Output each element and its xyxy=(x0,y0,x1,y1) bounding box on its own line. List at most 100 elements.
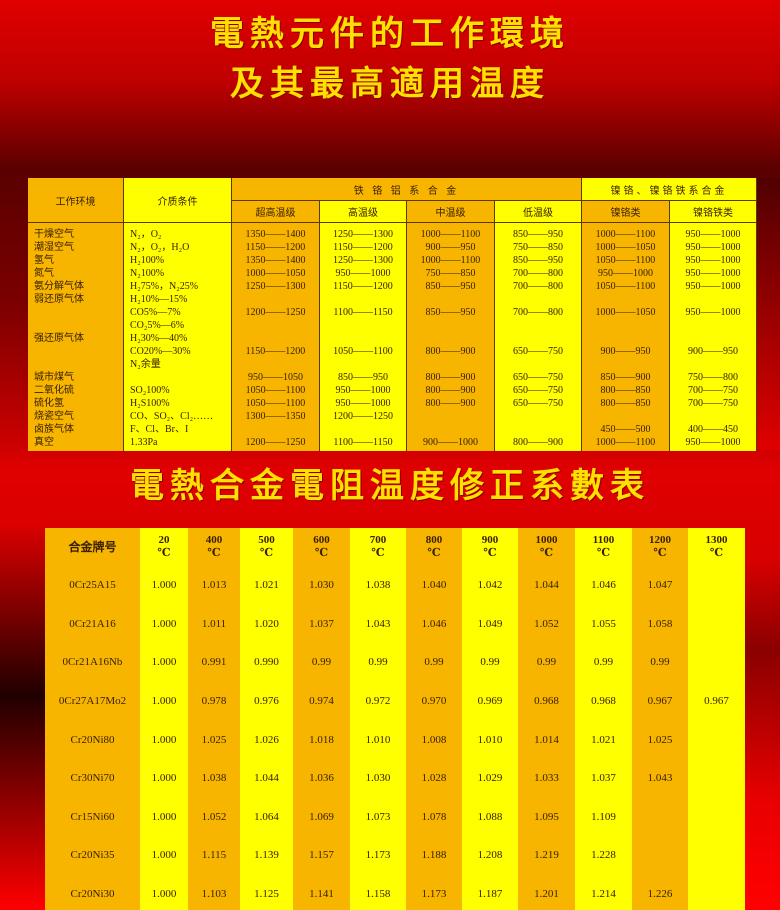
temperature-range: 1050——1100 xyxy=(595,255,656,266)
coefficient-value: 0.974 xyxy=(309,695,334,708)
coefficient-value: 1.026 xyxy=(254,733,279,746)
temperature-range: 800——900 xyxy=(425,385,476,396)
column-6: 800 ℃ 1.040 1.046 0.99 0.970 1.008 1.028 1.078 1.… xyxy=(406,528,462,910)
header-unit: ℃ xyxy=(157,547,171,559)
coefficient-value: 0.99 xyxy=(650,656,670,669)
temperature-range: 400——450 xyxy=(688,424,738,435)
alloy-name: 0Cr27A17Mo2 xyxy=(58,695,127,708)
medium-condition: H₂S100% xyxy=(130,398,170,409)
column-8: 1000 ℃ 1.044 1.052 0.99 0.968 1.014 1.033 1.095 1… xyxy=(518,528,575,910)
temperature-range xyxy=(670,358,756,371)
header-environment: 工作环境 xyxy=(28,178,124,222)
column-header: 1100 ℃ xyxy=(575,528,632,566)
temperature-range: 900——1000 xyxy=(423,437,478,448)
temperature-range xyxy=(407,410,494,423)
header-temperature: 800 xyxy=(425,534,443,546)
coefficient-value: 1.046 xyxy=(421,617,447,630)
temperature-range xyxy=(407,293,494,306)
column-header: 900 ℃ xyxy=(462,528,518,566)
coefficient-value: 1.125 xyxy=(254,888,279,901)
column-header: 1200 ℃ xyxy=(632,528,688,566)
coefficient-value: 1.052 xyxy=(534,617,559,630)
column-5: 700 ℃ 1.038 1.043 0.99 0.972 1.010 1.030 1.073 1.… xyxy=(350,528,406,910)
coefficient-value: 1.000 xyxy=(151,849,177,862)
subheader-1: 高温级 xyxy=(320,200,407,222)
background-shade xyxy=(0,520,45,910)
coefficient-value: 1.078 xyxy=(421,810,447,823)
coefficient-value xyxy=(688,643,745,682)
temperature-range xyxy=(670,319,756,332)
coefficient-value: 0.99 xyxy=(368,656,388,669)
column-header: 400 ℃ xyxy=(188,528,240,566)
header-group-fecral: 铁 铬 铝 系 合 金 xyxy=(232,178,582,200)
column-4: 600 ℃ 1.030 1.037 0.99 0.974 1.018 1.036 1.069 1.… xyxy=(293,528,350,910)
coefficient-value: 1.037 xyxy=(591,772,616,785)
environment-name xyxy=(28,345,123,358)
column-5: 850——950 750——850 850——950 700——800 700——800… xyxy=(495,223,582,451)
temperature-range: 650——750 xyxy=(513,372,563,383)
column-header: 800 ℃ xyxy=(406,528,462,566)
environment-name: 弱还原气体 xyxy=(34,294,84,305)
coefficient-value: 1.021 xyxy=(591,733,616,746)
coefficient-value: 1.038 xyxy=(365,579,391,592)
temperature-range xyxy=(232,319,319,332)
coefficient-value: 1.030 xyxy=(365,772,391,785)
header-unit: ℃ xyxy=(483,547,497,559)
coefficient-value: 1.044 xyxy=(254,772,279,785)
temperature-range xyxy=(495,423,581,436)
temperature-range: 850——950 xyxy=(513,255,563,266)
column-3: 1250——1300 1150——1200 1250——1300 950——1000 1… xyxy=(320,223,407,451)
coefficient-value: 1.052 xyxy=(201,810,227,823)
coefficient-value: 0.969 xyxy=(477,695,503,708)
subheader-5: 镍铬铁类 xyxy=(670,200,757,222)
temperature-range: 900——950 xyxy=(688,346,738,357)
header-unit: ℃ xyxy=(314,547,329,559)
coefficient-value: 1.014 xyxy=(534,733,559,746)
temperature-range: 950——1000 xyxy=(685,281,741,292)
temperature-range xyxy=(407,423,494,436)
coefficient-value: 1.058 xyxy=(647,617,673,630)
temperature-range: 1000——1100 xyxy=(420,229,481,240)
temperature-range: 1350——1400 xyxy=(245,229,306,240)
coefficient-value: 0.990 xyxy=(254,656,279,669)
header-unit: ℃ xyxy=(371,547,385,559)
background-shade xyxy=(757,178,780,450)
coefficient-value xyxy=(688,836,745,875)
coefficient-value: 0.967 xyxy=(704,695,729,708)
environment-name: 二氧化硫 xyxy=(34,385,74,396)
alloy-name: Cr20Ni35 xyxy=(70,849,115,862)
header-temperature: 1100 xyxy=(592,534,615,546)
coefficient-value xyxy=(688,605,745,644)
temperature-range xyxy=(495,293,581,306)
environment-name: 真空 xyxy=(34,437,54,448)
coefficient-value: 1.000 xyxy=(151,579,177,592)
temperature-range xyxy=(495,410,581,423)
environment-name: 硫化氢 xyxy=(34,398,64,409)
header-temperature: 500 xyxy=(258,534,275,546)
temperature-range xyxy=(232,332,319,345)
coefficient-value: 1.047 xyxy=(647,579,673,592)
temperature-range xyxy=(407,319,494,332)
temperature-range: 1250——1300 xyxy=(333,255,393,266)
medium-condition: N₂100% xyxy=(130,268,165,279)
coefficient-value: 1.000 xyxy=(151,656,177,669)
coefficient-value: 1.038 xyxy=(201,772,227,785)
coefficient-value: 1.109 xyxy=(591,810,616,823)
temperature-range: 800——900 xyxy=(513,437,563,448)
temperature-range: 650——750 xyxy=(513,385,563,396)
coefficient-value: 1.008 xyxy=(421,733,447,746)
header-unit: ℃ xyxy=(259,547,274,559)
temperature-range: 950——1000 xyxy=(335,268,391,279)
column-1: 20 ℃ 1.000 1.000 1.000 1.000 1.000 1.000 1.000 1.… xyxy=(140,528,188,910)
coefficient-value: 0.976 xyxy=(254,695,279,708)
temperature-range: 800——850 xyxy=(600,398,651,409)
temperature-range xyxy=(582,293,669,306)
header-temperature: 1300 xyxy=(705,534,728,546)
coefficient-value: 1.208 xyxy=(477,849,503,862)
alloy-name: 0Cr21A16 xyxy=(69,617,116,630)
header-medium: 介质条件 xyxy=(124,178,232,222)
temperature-range: 1350——1400 xyxy=(245,255,306,266)
coefficient-value: 1.011 xyxy=(201,617,227,630)
medium-condition: H₂30%—40% xyxy=(130,333,188,344)
temperature-range: 650——750 xyxy=(513,346,563,357)
